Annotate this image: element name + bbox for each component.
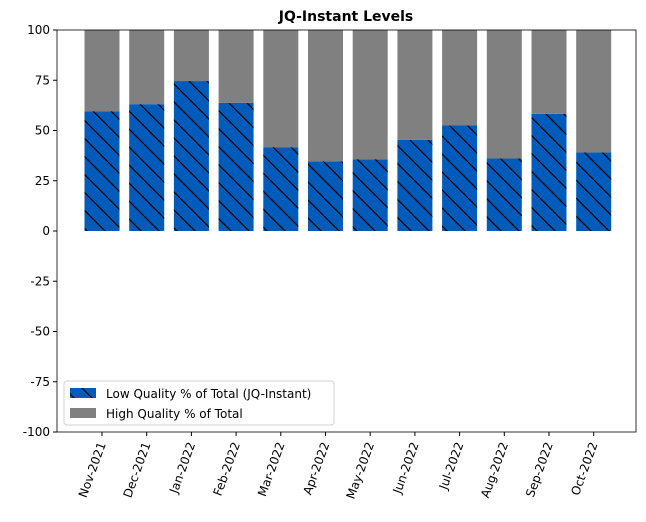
x-tick-label: Oct-2022 [568,440,600,497]
x-tick-label: May-2022 [344,440,377,501]
bar-high-quality [531,30,567,114]
y-tick-label: 25 [35,174,50,188]
x-tick-label: Nov-2021 [76,440,109,499]
bar-low-quality-hatch [308,161,343,231]
x-tick-label: Apr-2022 [300,440,332,496]
bar-high-quality [173,30,209,82]
legend-label-low: Low Quality % of Total (JQ-Instant) [106,387,311,401]
y-tick-label: 100 [27,23,50,37]
bar-low-quality-hatch [173,81,209,231]
bar-low-quality-hatch [84,111,120,231]
x-tick-label: Jul-2022 [436,440,466,492]
y-tick-label: -75 [30,375,50,389]
bar-high-quality [308,30,343,162]
y-tick-label: 0 [42,224,50,238]
bar-low-quality-hatch [263,147,299,231]
x-tick-label: Dec-2021 [120,440,153,499]
y-tick-label: 50 [35,124,50,138]
x-tick-label: Jan-2022 [166,440,198,496]
bar-low-quality-hatch [576,152,612,231]
y-tick-label: -25 [30,274,50,288]
y-tick-label: -100 [23,425,50,439]
x-tick-label: Feb-2022 [211,440,243,498]
bar-high-quality [397,30,433,140]
bar-high-quality [352,30,388,160]
y-tick-label: -50 [30,325,50,339]
bar-low-quality-hatch [442,125,478,231]
legend-box [63,380,335,426]
x-tick-label: Jun-2022 [390,440,422,496]
bar-high-quality [486,30,522,159]
x-tick-label: Aug-2022 [478,440,511,500]
bar-low-quality-hatch [352,159,388,231]
x-tick-label: Sep-2022 [523,440,556,499]
bar-high-quality [129,30,165,105]
bar-low-quality-hatch [397,139,433,231]
bar-high-quality [442,30,478,126]
bar-high-quality [263,30,299,148]
legend: Low Quality % of Total (JQ-Instant) High … [63,380,335,426]
x-tick-label: Mar-2022 [255,440,288,498]
bar-high-quality [84,30,120,112]
chart-title: JQ-Instant Levels [278,9,414,25]
legend-swatch-high [70,408,96,418]
y-tick-label: 75 [35,73,50,87]
bar-low-quality-hatch [531,113,567,231]
bar-low-quality-hatch [218,102,254,232]
bar-low-quality-hatch [129,104,165,231]
bar-high-quality [576,30,612,153]
legend-label-high: High Quality % of Total [106,407,243,421]
legend-swatch-low-hatch [70,388,96,398]
bar-high-quality [218,30,254,103]
bar-low-quality-hatch [486,158,522,231]
